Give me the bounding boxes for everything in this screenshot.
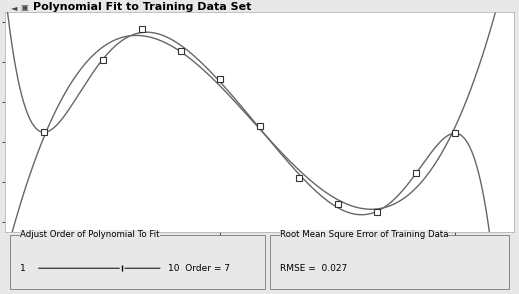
Text: Adjust Order of Polynomial To Fit: Adjust Order of Polynomial To Fit: [20, 230, 160, 239]
Bar: [270, 235, 509, 289]
Bar: [10, 235, 265, 289]
Text: ▣: ▣: [20, 3, 29, 12]
Text: 10  Order = 7: 10 Order = 7: [168, 264, 230, 273]
Text: RMSE =  0.027: RMSE = 0.027: [280, 264, 347, 273]
X-axis label: X: X: [256, 249, 263, 259]
Text: Polynomial Fit to Training Data Set: Polynomial Fit to Training Data Set: [33, 2, 252, 12]
Text: Root Mean Squre Error of Training Data: Root Mean Squre Error of Training Data: [280, 230, 448, 239]
Text: ◄: ◄: [11, 3, 18, 12]
Text: 1: 1: [20, 264, 26, 273]
